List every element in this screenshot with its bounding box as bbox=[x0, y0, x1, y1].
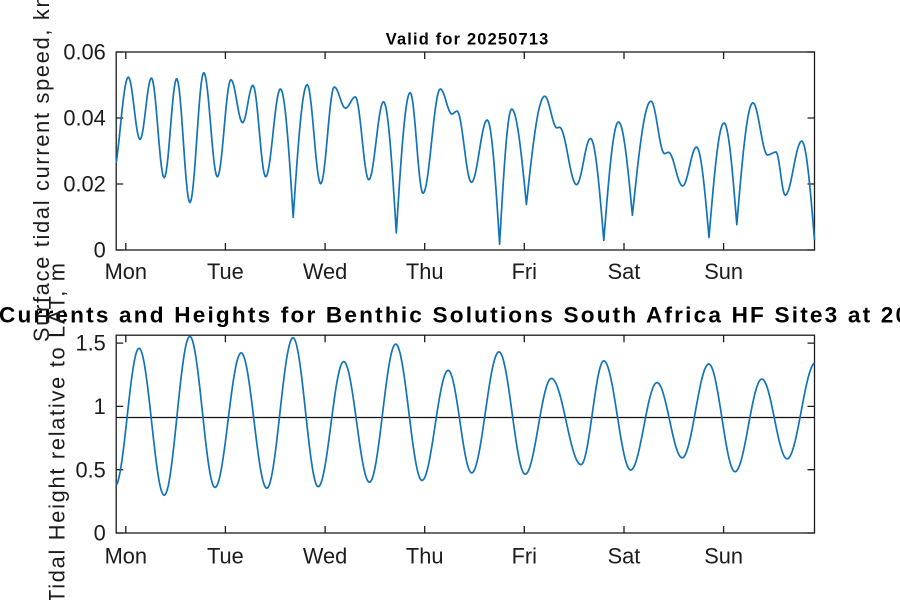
svg-text:Surface tidal current speed, k: Surface tidal current speed, kn bbox=[29, 0, 54, 342]
svg-text:0: 0 bbox=[94, 238, 106, 263]
svg-text:0.06: 0.06 bbox=[63, 40, 105, 65]
svg-text:Sat: Sat bbox=[608, 543, 641, 568]
svg-text:Thu: Thu bbox=[406, 543, 444, 568]
svg-text:Wed: Wed bbox=[303, 543, 347, 568]
svg-text:Fri: Fri bbox=[512, 543, 537, 568]
svg-text:Tue: Tue bbox=[207, 543, 244, 568]
svg-text:Wed: Wed bbox=[303, 259, 347, 284]
svg-text:1: 1 bbox=[94, 394, 106, 419]
svg-text:Mon: Mon bbox=[105, 543, 147, 568]
svg-text:0.5: 0.5 bbox=[75, 457, 105, 482]
svg-text:0: 0 bbox=[94, 521, 106, 546]
svg-text:Mon: Mon bbox=[105, 259, 147, 284]
svg-text:Valid for 20250713: Valid for 20250713 bbox=[386, 31, 550, 49]
svg-text:Sat: Sat bbox=[608, 259, 641, 284]
svg-text:Fri: Fri bbox=[512, 259, 537, 284]
svg-text:Currents and Heights for Benth: Currents and Heights for Benthic Solutio… bbox=[0, 303, 900, 328]
svg-text:0.04: 0.04 bbox=[63, 106, 105, 131]
svg-text:Tue: Tue bbox=[207, 259, 244, 284]
svg-text:Tidal Height relative to LAT,: Tidal Height relative to LAT, m bbox=[45, 261, 70, 600]
svg-text:Sun: Sun bbox=[704, 259, 743, 284]
svg-text:1.5: 1.5 bbox=[75, 331, 105, 356]
svg-text:Sun: Sun bbox=[704, 543, 743, 568]
svg-text:Thu: Thu bbox=[406, 259, 444, 284]
svg-text:0.02: 0.02 bbox=[63, 172, 105, 197]
